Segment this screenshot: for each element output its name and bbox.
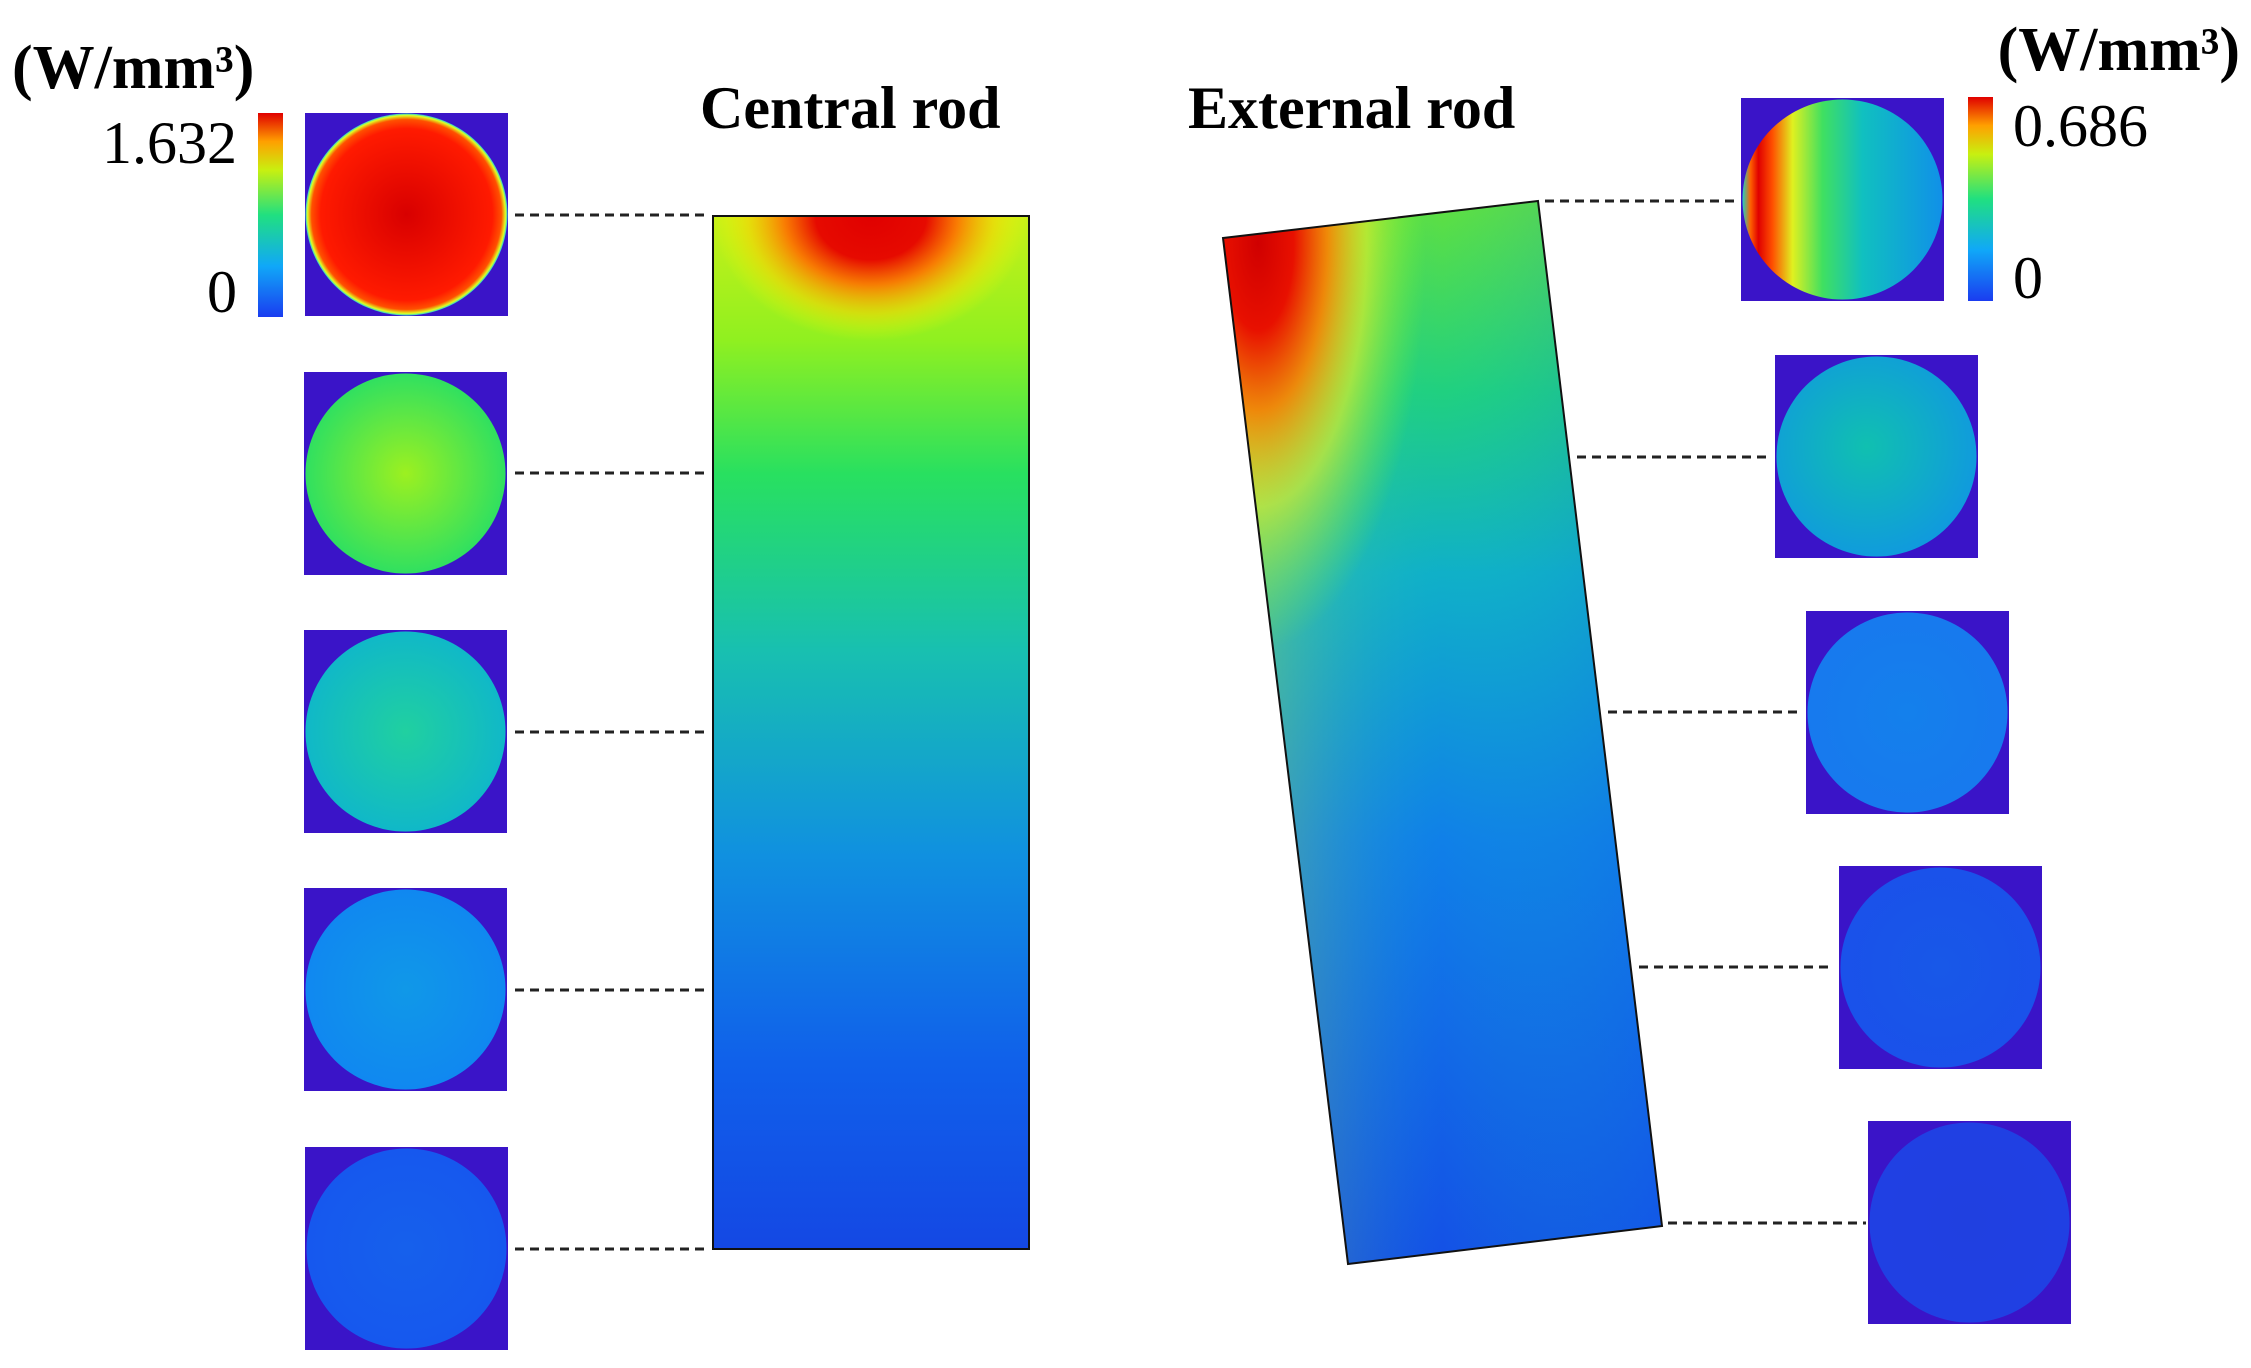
external-section-4	[1839, 866, 2042, 1069]
central-rod-title: Central rod	[700, 75, 1001, 141]
central-section-3	[304, 630, 507, 833]
external-section-1	[1741, 98, 1944, 301]
external-section-5	[1868, 1121, 2071, 1324]
central-section-4	[304, 888, 507, 1091]
right-colorbar	[1968, 97, 1993, 301]
central-leader-lines	[515, 213, 710, 1251]
external-section-3	[1806, 611, 2009, 814]
external-rod	[1221, 199, 1664, 1266]
left-colorbar-min-label: 0	[207, 259, 237, 325]
central-rod	[712, 215, 1030, 1250]
external-section-2	[1775, 355, 1978, 558]
left-colorbar	[258, 113, 283, 317]
right-colorbar-min-label: 0	[2013, 245, 2043, 311]
external-leader-lines	[1545, 199, 1866, 1225]
right-unit-label: (W/mm³)	[1998, 16, 2240, 84]
central-section-1	[305, 113, 508, 316]
right-colorbar-max-label: 0.686	[2013, 93, 2148, 159]
left-unit-label: (W/mm³)	[12, 34, 254, 102]
left-colorbar-max-label: 1.632	[102, 110, 237, 176]
external-rod-title: External rod	[1188, 75, 1515, 141]
central-section-5	[305, 1147, 508, 1350]
central-section-2	[304, 372, 507, 575]
